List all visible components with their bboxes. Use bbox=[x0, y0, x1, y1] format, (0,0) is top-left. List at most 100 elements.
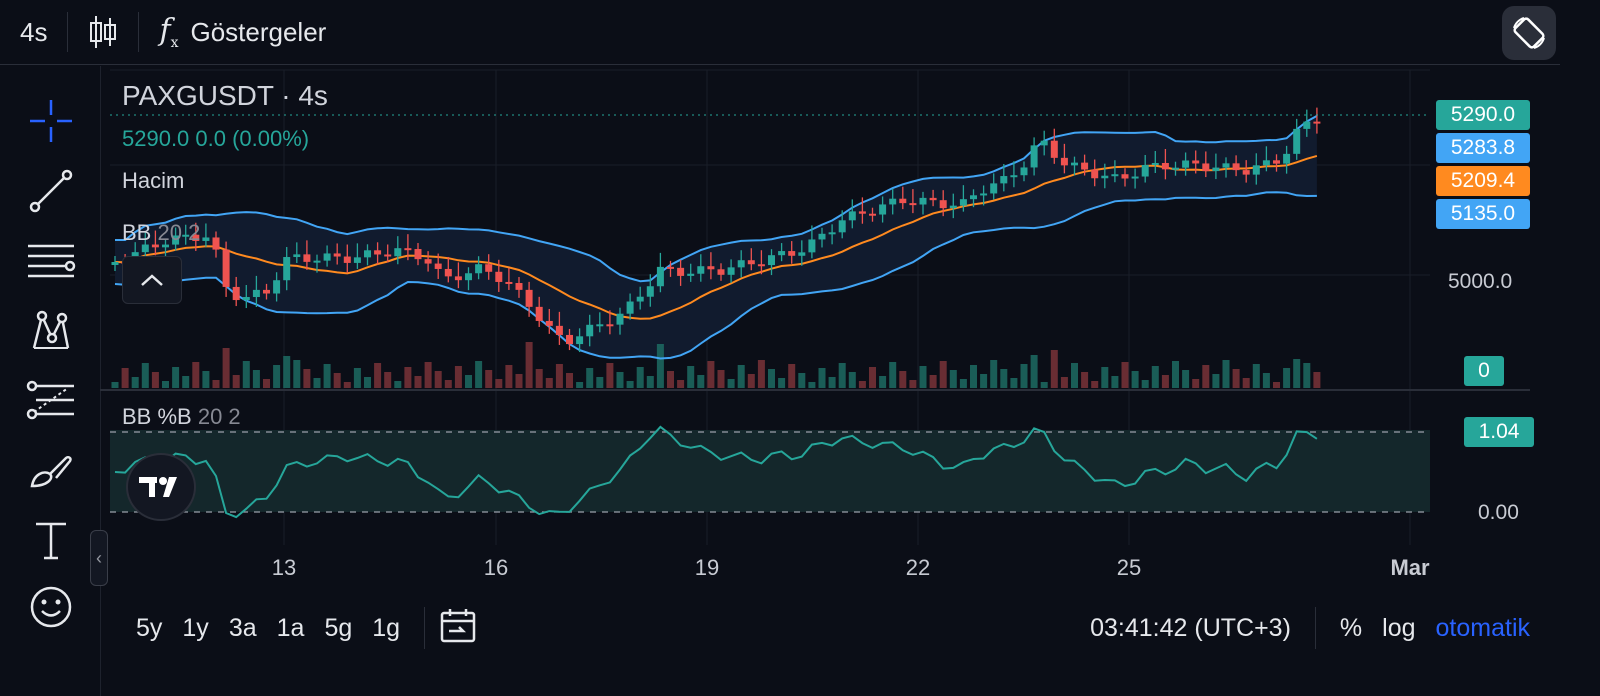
volume-bar bbox=[515, 374, 523, 388]
text-tool[interactable] bbox=[26, 516, 76, 566]
volume-bar bbox=[1283, 368, 1291, 388]
candle-body bbox=[384, 254, 392, 257]
volume-bar bbox=[1262, 373, 1270, 388]
range-1g-button[interactable]: 1g bbox=[372, 613, 401, 642]
divider bbox=[138, 12, 140, 52]
volume-bar bbox=[162, 381, 169, 388]
candle-body bbox=[1313, 121, 1321, 124]
volume-bar bbox=[1141, 380, 1149, 388]
volume-bar bbox=[263, 379, 270, 388]
interval-button[interactable]: 4s bbox=[20, 16, 48, 47]
bb-legend[interactable]: BB 20 2 bbox=[122, 220, 200, 246]
candle-body bbox=[1283, 153, 1291, 164]
range-3a-button[interactable]: 3a bbox=[228, 613, 257, 642]
crosshair-tool[interactable] bbox=[26, 96, 76, 146]
chart-type-button[interactable] bbox=[68, 12, 138, 52]
range-1y-button[interactable]: 1y bbox=[182, 613, 209, 642]
volume-bar bbox=[616, 372, 624, 388]
candle-body bbox=[1212, 167, 1220, 172]
pattern-tool[interactable] bbox=[26, 306, 76, 356]
range-1a-button[interactable]: 1a bbox=[276, 613, 305, 642]
volume-bar bbox=[303, 369, 311, 388]
pctb-series bbox=[114, 425, 1318, 519]
candle-body bbox=[1273, 160, 1280, 164]
volume-bar bbox=[535, 369, 543, 388]
emoji-tool[interactable] bbox=[26, 582, 76, 632]
volume-bar bbox=[586, 368, 594, 388]
candle-body bbox=[596, 324, 604, 327]
volume-bar bbox=[1273, 382, 1280, 388]
volume-bar bbox=[525, 342, 533, 388]
collapse-sidebar-button[interactable]: ‹ bbox=[90, 530, 108, 586]
candle-body bbox=[1060, 157, 1068, 166]
prediction-tool[interactable] bbox=[26, 376, 76, 426]
auto-scale-button[interactable]: otomatik bbox=[1435, 613, 1530, 642]
candle-body bbox=[394, 248, 402, 257]
candle-body bbox=[374, 250, 382, 255]
volume-bar bbox=[151, 372, 159, 388]
candle-body bbox=[1303, 121, 1311, 129]
rotate-screen-button[interactable] bbox=[1502, 6, 1556, 60]
drawing-toolbar bbox=[0, 66, 101, 696]
volume-bar bbox=[1000, 369, 1008, 388]
candle-body bbox=[353, 257, 361, 263]
candle-body bbox=[364, 250, 371, 258]
candle-body bbox=[636, 296, 644, 302]
candle-body bbox=[454, 276, 462, 281]
candle-body bbox=[1242, 170, 1250, 175]
candle-body bbox=[212, 237, 220, 250]
fx-icon: fx bbox=[159, 13, 179, 51]
pctb-legend[interactable]: BB %B 20 2 bbox=[122, 404, 241, 430]
volume-bars bbox=[111, 342, 1321, 388]
brush-tool[interactable] bbox=[26, 446, 76, 496]
volume-bar bbox=[343, 382, 351, 388]
collapse-legend-button[interactable] bbox=[122, 256, 182, 304]
candle-body bbox=[444, 268, 452, 277]
candle-body bbox=[283, 257, 291, 281]
candle-body bbox=[252, 289, 260, 298]
bb-lines bbox=[114, 115, 1318, 360]
candle-body bbox=[1141, 164, 1149, 177]
candle-body bbox=[192, 234, 200, 241]
goto-date-button[interactable] bbox=[439, 607, 477, 650]
candle-body bbox=[858, 211, 866, 214]
candle-body bbox=[667, 266, 674, 269]
trendline-tool[interactable] bbox=[26, 166, 76, 216]
pctb-line bbox=[114, 425, 1318, 519]
range-5g-button[interactable]: 5g bbox=[324, 613, 353, 642]
volume-bar bbox=[727, 379, 735, 388]
volume-bar bbox=[970, 365, 977, 388]
percent-scale-button[interactable]: % bbox=[1339, 613, 1363, 642]
volume-bar bbox=[172, 367, 180, 388]
volume-bar bbox=[566, 373, 573, 388]
fib-tool[interactable] bbox=[26, 236, 76, 286]
log-scale-button[interactable]: log bbox=[1382, 613, 1416, 642]
indicators-button[interactable]: fx Göstergeler bbox=[139, 13, 346, 51]
candle-body bbox=[242, 297, 250, 301]
candle-body bbox=[1081, 162, 1089, 170]
volume-bar bbox=[606, 363, 614, 388]
candle-body bbox=[1262, 160, 1270, 166]
volume-bar bbox=[545, 378, 553, 388]
volume-legend[interactable]: Hacim bbox=[122, 168, 185, 193]
pctb-params: 20 2 bbox=[197, 404, 241, 429]
volume-bar bbox=[293, 360, 301, 388]
candle-body bbox=[182, 234, 190, 237]
volume-bar bbox=[192, 362, 200, 388]
volume-bar bbox=[202, 371, 210, 388]
candle-body bbox=[737, 260, 745, 268]
candle-body bbox=[707, 266, 715, 270]
candle-body bbox=[485, 264, 493, 272]
volume-bar bbox=[1010, 378, 1018, 388]
tradingview-logo[interactable] bbox=[126, 453, 196, 521]
clock-timezone[interactable]: 03:41:42 (UTC+3) bbox=[1090, 613, 1291, 642]
candle-body bbox=[495, 271, 503, 282]
volume-bar bbox=[848, 372, 856, 388]
candle-body bbox=[1030, 145, 1038, 168]
range-5y-button[interactable]: 5y bbox=[136, 613, 163, 642]
bb-lower-tag: 5135.0 bbox=[1436, 199, 1530, 229]
symbol-title[interactable]: PAXGUSDT · 4s bbox=[122, 80, 328, 111]
volume-bar bbox=[838, 363, 846, 388]
pctb-zero-label: 0.00 bbox=[1478, 501, 1519, 524]
